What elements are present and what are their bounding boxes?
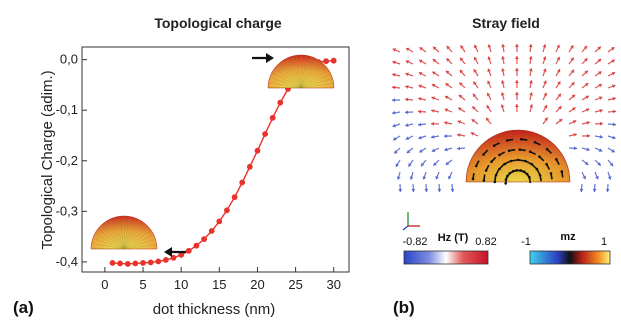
data-point: [330, 57, 337, 64]
data-point: [269, 114, 276, 121]
data-point: [178, 251, 185, 258]
data-point: [140, 260, 146, 266]
data-point: [224, 207, 230, 214]
inset-fan-top: [267, 54, 335, 89]
data-point: [201, 236, 208, 243]
axes-triad-icon: [402, 212, 420, 231]
inset-fan-bottom: [90, 215, 158, 250]
x-ticks: 0 5 10 15 20 25 30: [101, 267, 341, 292]
data-point: [155, 258, 162, 265]
colorbar-mz-title: mz: [560, 231, 576, 243]
stray-field-vectors: [391, 43, 617, 193]
data-point: [193, 242, 200, 249]
x-tick-label: 15: [212, 277, 226, 292]
data-point: [170, 254, 177, 261]
y-tick-label: -0,3: [56, 203, 78, 218]
arrow-left-icon: [164, 247, 186, 257]
colorbar-hz-min: -0.82: [402, 236, 427, 248]
y-tick-label: -0,4: [56, 254, 78, 269]
data-series: [109, 57, 337, 267]
colorbar-hz-title: Hz (T): [438, 232, 469, 244]
x-tick-label: 10: [174, 277, 188, 292]
data-point: [246, 163, 253, 170]
x-axis-label: dot thickness (nm): [153, 301, 276, 318]
colorbar-mz: mz -1 1: [521, 231, 611, 265]
data-point: [262, 131, 268, 137]
data-point: [239, 179, 246, 186]
data-point: [208, 228, 215, 234]
skyrmion-dome: [465, 129, 571, 185]
data-point: [277, 99, 284, 106]
data-point: [254, 147, 261, 154]
y-tick-label: -0,2: [56, 153, 78, 168]
data-point: [231, 194, 238, 201]
x-tick-label: 5: [139, 277, 146, 292]
y-tick-label: 0,0: [60, 52, 78, 67]
data-point: [117, 260, 123, 267]
data-point: [132, 260, 139, 267]
x-tick-label: 0: [101, 277, 108, 292]
data-point: [147, 259, 154, 266]
panel-b-label: (b): [393, 298, 415, 317]
panel-b-title: Stray field: [472, 15, 540, 31]
colorbar-hz: Hz (T) -0.82 0.82: [402, 232, 497, 265]
data-point: [185, 247, 192, 254]
panel-a-title: Topological charge: [154, 15, 282, 31]
arrow-right-icon: [252, 53, 274, 63]
data-point: [124, 261, 131, 267]
x-tick-label: 25: [288, 277, 302, 292]
data-point: [163, 257, 169, 263]
x-tick-label: 30: [327, 277, 341, 292]
data-point: [109, 260, 116, 266]
data-point: [323, 58, 329, 65]
colorbar-mz-max: 1: [601, 236, 607, 248]
plot-frame: [81, 46, 350, 273]
y-axis-label: Topological Charge (adim.): [39, 70, 56, 249]
colorbar-mz-min: -1: [521, 236, 531, 248]
data-point: [216, 218, 223, 225]
y-tick-label: -0,1: [56, 102, 78, 117]
panel-a-label: (a): [13, 298, 34, 317]
colorbar-hz-max: 0.82: [475, 236, 496, 248]
x-tick-label: 20: [250, 277, 264, 292]
y-ticks: 0,0 -0,1 -0,2 -0,3 -0,4: [56, 52, 87, 269]
